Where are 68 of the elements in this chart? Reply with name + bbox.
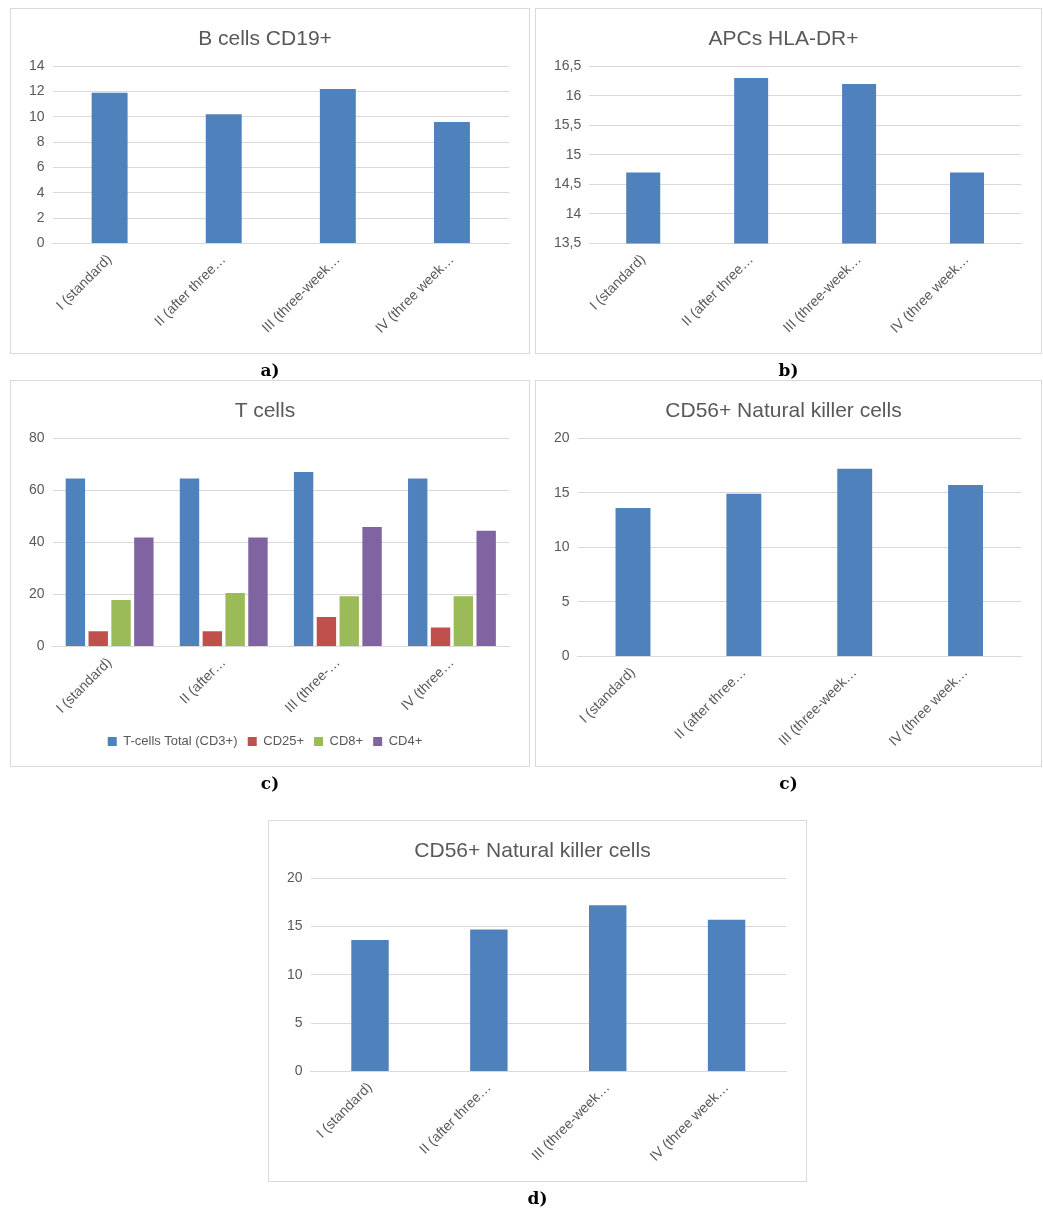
y-tick-label: 15,5: [554, 116, 582, 133]
y-tick-label: 10: [553, 538, 570, 555]
y-tick-label: 0: [36, 637, 45, 654]
bar: [248, 537, 268, 646]
y-tick-label: 20: [553, 429, 570, 446]
y-tick-label: 20: [28, 585, 45, 602]
y-tick-label: 15: [565, 145, 582, 162]
bar: [179, 478, 200, 646]
bar: [134, 537, 154, 646]
text: c): [259, 773, 281, 793]
y-tick-label: 5: [294, 1013, 303, 1030]
text: b): [777, 360, 800, 380]
bar: [293, 472, 314, 646]
bar: [362, 526, 382, 646]
bar: [339, 596, 359, 646]
y-tick-label: 4: [36, 183, 45, 200]
y-tick-label: 40: [28, 533, 45, 550]
y-tick-label: 14,5: [554, 175, 582, 192]
bar: [316, 617, 337, 646]
chart-title: CD56+ Natural killer cells: [665, 398, 902, 422]
chart-title: T cells: [234, 398, 296, 422]
bar: [205, 114, 242, 243]
bar: [91, 92, 128, 243]
bar: [453, 596, 474, 646]
y-tick-label: 0: [36, 234, 45, 251]
bar: [707, 919, 746, 1071]
y-tick-label: 15: [286, 917, 303, 934]
bar: [433, 121, 470, 243]
bar: [430, 627, 451, 646]
legend-label: CD25+: [263, 733, 305, 749]
chart-title: B cells CD19+: [198, 26, 332, 50]
y-tick-label: 10: [28, 107, 45, 124]
y-tick-label: 60: [28, 481, 45, 498]
bar: [65, 478, 86, 646]
y-tick-label: 10: [286, 965, 303, 982]
bar: [225, 593, 245, 646]
legend-label: CD4+: [388, 733, 423, 749]
y-tick-label: 16: [565, 86, 582, 103]
text: d): [526, 1188, 549, 1208]
y-tick-label: 12: [28, 82, 45, 99]
y-tick-label: 6: [36, 158, 45, 175]
y-tick-label: 20: [286, 869, 303, 886]
y-tick-label: 0: [561, 647, 570, 664]
y-tick-label: 14: [565, 204, 582, 221]
bar: [470, 929, 508, 1071]
bar: [202, 631, 223, 646]
y-tick-label: 13,5: [554, 234, 582, 251]
bar: [589, 905, 627, 1071]
chart-title: CD56+ Natural killer cells: [414, 838, 651, 862]
y-tick-label: 5: [561, 592, 570, 609]
bar: [88, 631, 108, 646]
y-tick-label: 8: [36, 133, 45, 149]
bar: [408, 478, 428, 646]
y-tick-label: 14: [28, 57, 45, 74]
bar: [319, 88, 356, 243]
y-tick-label: 15: [553, 483, 570, 500]
y-tick-label: 16,5: [554, 57, 582, 74]
bar: [111, 599, 131, 646]
text: c): [778, 773, 799, 793]
legend-label: CD8+: [329, 733, 364, 749]
y-tick-label: 0: [294, 1062, 303, 1079]
y-tick-label: 80: [28, 429, 45, 446]
chart-title: APCs HLA-DR+: [708, 26, 859, 50]
bar: [476, 530, 496, 646]
y-tick-label: 2: [36, 208, 45, 225]
legend-label: T-cells Total (CD3+): [123, 733, 238, 749]
text: a): [259, 360, 281, 380]
bar: [351, 940, 389, 1071]
